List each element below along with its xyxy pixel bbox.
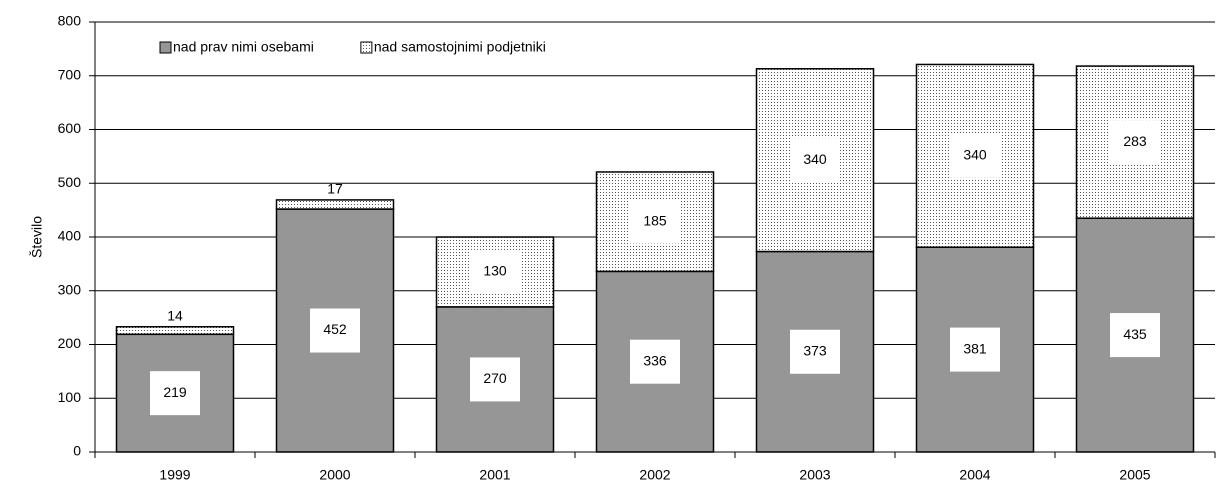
x-tick-label: 2000	[319, 467, 350, 483]
data-label-box	[150, 371, 200, 416]
legend-label: nad samostojnimi podjetniki	[374, 39, 546, 55]
data-label: 283	[1123, 133, 1147, 149]
data-label-box	[1110, 120, 1160, 165]
legend-label: nad prav nimi osebami	[173, 39, 314, 55]
data-label-box	[310, 308, 360, 353]
data-label-box	[470, 357, 520, 402]
y-tick-label: 400	[58, 228, 82, 244]
data-label: 340	[963, 147, 987, 163]
y-tick-label: 500	[58, 174, 82, 190]
data-label: 336	[643, 352, 667, 368]
y-tick-label: 100	[58, 389, 82, 405]
y-tick-label: 300	[58, 281, 82, 297]
data-label-box	[790, 138, 840, 183]
data-label: 185	[643, 212, 667, 228]
data-label: 130	[483, 263, 507, 279]
y-tick-label: 200	[58, 335, 82, 351]
y-tick-label: 0	[73, 443, 81, 459]
bar-segment	[435, 306, 555, 453]
data-label: 270	[483, 370, 507, 386]
x-tick-label: 2005	[1119, 467, 1150, 483]
bar-segment	[115, 326, 235, 336]
legend-swatch	[360, 41, 373, 54]
y-tick-label: 700	[58, 66, 82, 82]
y-tick-label: 600	[58, 120, 82, 136]
data-label: 17	[327, 181, 343, 197]
legend-swatch	[159, 41, 172, 54]
x-tick-label: 2003	[799, 467, 830, 483]
data-label-box	[630, 199, 680, 244]
data-label-box	[470, 249, 520, 294]
data-label-box	[1110, 313, 1160, 358]
x-tick-label: 2002	[639, 467, 670, 483]
x-tick-label: 2004	[959, 467, 990, 483]
data-label-box	[950, 327, 1000, 372]
data-label: 14	[167, 307, 183, 323]
y-tick-label: 800	[58, 13, 82, 29]
bar-segment	[275, 199, 395, 210]
data-label: 452	[323, 321, 347, 337]
data-label: 340	[803, 151, 827, 167]
x-tick-label: 2001	[479, 467, 510, 483]
x-tick-label: 1999	[159, 467, 190, 483]
data-label: 373	[803, 342, 827, 358]
data-label-box	[790, 329, 840, 374]
data-label: 435	[1123, 326, 1147, 342]
data-label: 219	[163, 384, 187, 400]
data-label-box	[630, 339, 680, 384]
data-label: 381	[963, 340, 987, 356]
y-axis-label: Število	[29, 216, 45, 258]
data-label-box	[950, 133, 1000, 178]
